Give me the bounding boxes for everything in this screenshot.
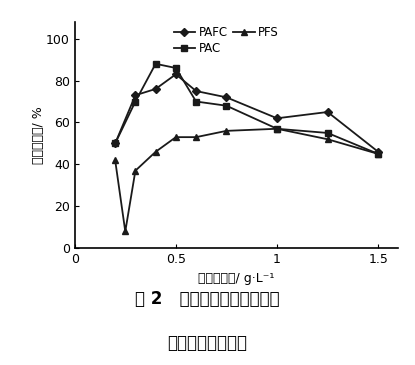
PFS [133,169,138,173]
Text: 图 2   結凝劑用量对造纸废水: 图 2 結凝劑用量对造纸废水 [135,290,280,308]
PAC [112,141,118,146]
PFS [376,152,381,156]
PFS [123,229,128,234]
PFS [153,150,158,154]
PAFC [133,93,138,97]
PAC [173,66,178,70]
PAC [153,62,158,66]
Text: 濁度去除率的影响: 濁度去除率的影响 [168,334,247,352]
Line: PAFC: PAFC [112,71,381,155]
PAFC [275,116,280,120]
PAFC [173,72,178,77]
PFS [325,137,330,141]
PAC [275,127,280,131]
PAFC [224,95,229,100]
PAC [133,99,138,104]
PFS [112,158,118,162]
PAFC [325,110,330,114]
Line: PFS: PFS [112,126,381,235]
PAC [224,104,229,108]
Legend: PAFC, PAC, PFS: PAFC, PAC, PFS [171,23,281,58]
X-axis label: 結凝劑用量/ g·L⁻¹: 結凝劑用量/ g·L⁻¹ [198,272,275,285]
PAC [193,99,199,104]
Y-axis label: 濁度去除率/ %: 濁度去除率/ % [32,106,44,164]
PFS [193,135,199,139]
PAFC [112,141,118,146]
PAFC [193,89,199,93]
PAC [325,131,330,135]
PFS [173,135,178,139]
PFS [224,129,229,133]
PAC [376,152,381,156]
PAFC [153,87,158,91]
Line: PAC: PAC [112,61,381,157]
PAFC [376,150,381,154]
PFS [275,127,280,131]
